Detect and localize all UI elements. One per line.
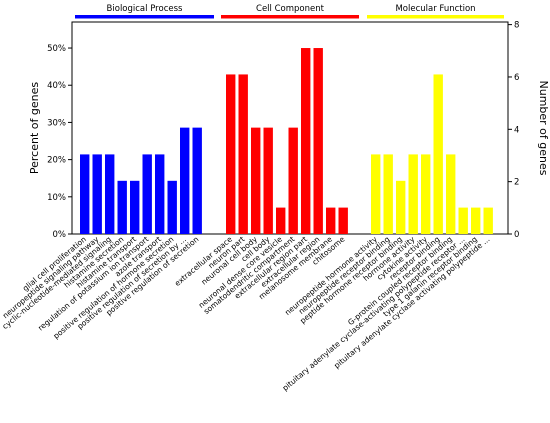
y-tick-label: 50% xyxy=(47,44,66,54)
bar xyxy=(313,48,323,234)
bar xyxy=(396,180,406,234)
bar xyxy=(251,127,261,234)
bar xyxy=(301,48,311,234)
bar xyxy=(471,207,481,234)
bar xyxy=(371,154,381,234)
y2-tick-label: 6 xyxy=(514,73,519,83)
group-header-labels: Biological Process Cell Component Molecula… xyxy=(107,4,476,14)
y-tick-label: 30% xyxy=(47,118,66,128)
left-axis-ticks: 0% 10% 20% 30% 40% 50% xyxy=(47,44,72,240)
bar xyxy=(155,154,165,234)
bar xyxy=(80,154,90,234)
y-tick-label: 20% xyxy=(47,156,66,166)
bar xyxy=(92,154,102,234)
bars xyxy=(80,48,493,234)
y2-tick-label: 4 xyxy=(514,125,519,135)
bar xyxy=(105,154,115,234)
bar xyxy=(326,207,336,234)
bar xyxy=(276,207,286,234)
group-header-label: Cell Component xyxy=(256,4,325,14)
bar xyxy=(483,207,493,234)
bar xyxy=(263,127,273,234)
bar xyxy=(226,74,236,234)
bar xyxy=(130,180,140,234)
group-header-bar xyxy=(221,15,359,19)
group-header-label: Biological Process xyxy=(107,4,183,14)
group-header-bars xyxy=(75,15,504,19)
y-tick-label: 40% xyxy=(47,81,66,91)
y-tick-label: 0% xyxy=(53,230,67,240)
bar xyxy=(446,154,456,234)
bar xyxy=(167,180,177,234)
right-axis-ticks: 0 2 4 6 8 xyxy=(508,21,519,240)
y2-tick-label: 0 xyxy=(514,230,519,240)
group-header-bar xyxy=(75,15,214,19)
bar xyxy=(433,74,443,234)
bar xyxy=(192,127,202,234)
bar xyxy=(238,74,248,234)
bar xyxy=(117,180,127,234)
bar xyxy=(408,154,418,234)
bar xyxy=(458,207,468,234)
y2-axis-title: Number of genes xyxy=(537,80,550,175)
group-header-bar xyxy=(367,15,504,19)
y-axis-title: Percent of genes xyxy=(28,82,41,174)
bar xyxy=(142,154,152,234)
bar xyxy=(338,207,348,234)
group-header-label: Molecular Function xyxy=(395,4,475,14)
bar xyxy=(180,127,190,234)
bar xyxy=(421,154,431,234)
y-tick-label: 10% xyxy=(47,193,66,203)
y2-tick-label: 8 xyxy=(514,21,519,31)
y2-tick-label: 2 xyxy=(514,178,519,188)
bar xyxy=(383,154,393,234)
bar xyxy=(288,127,298,234)
